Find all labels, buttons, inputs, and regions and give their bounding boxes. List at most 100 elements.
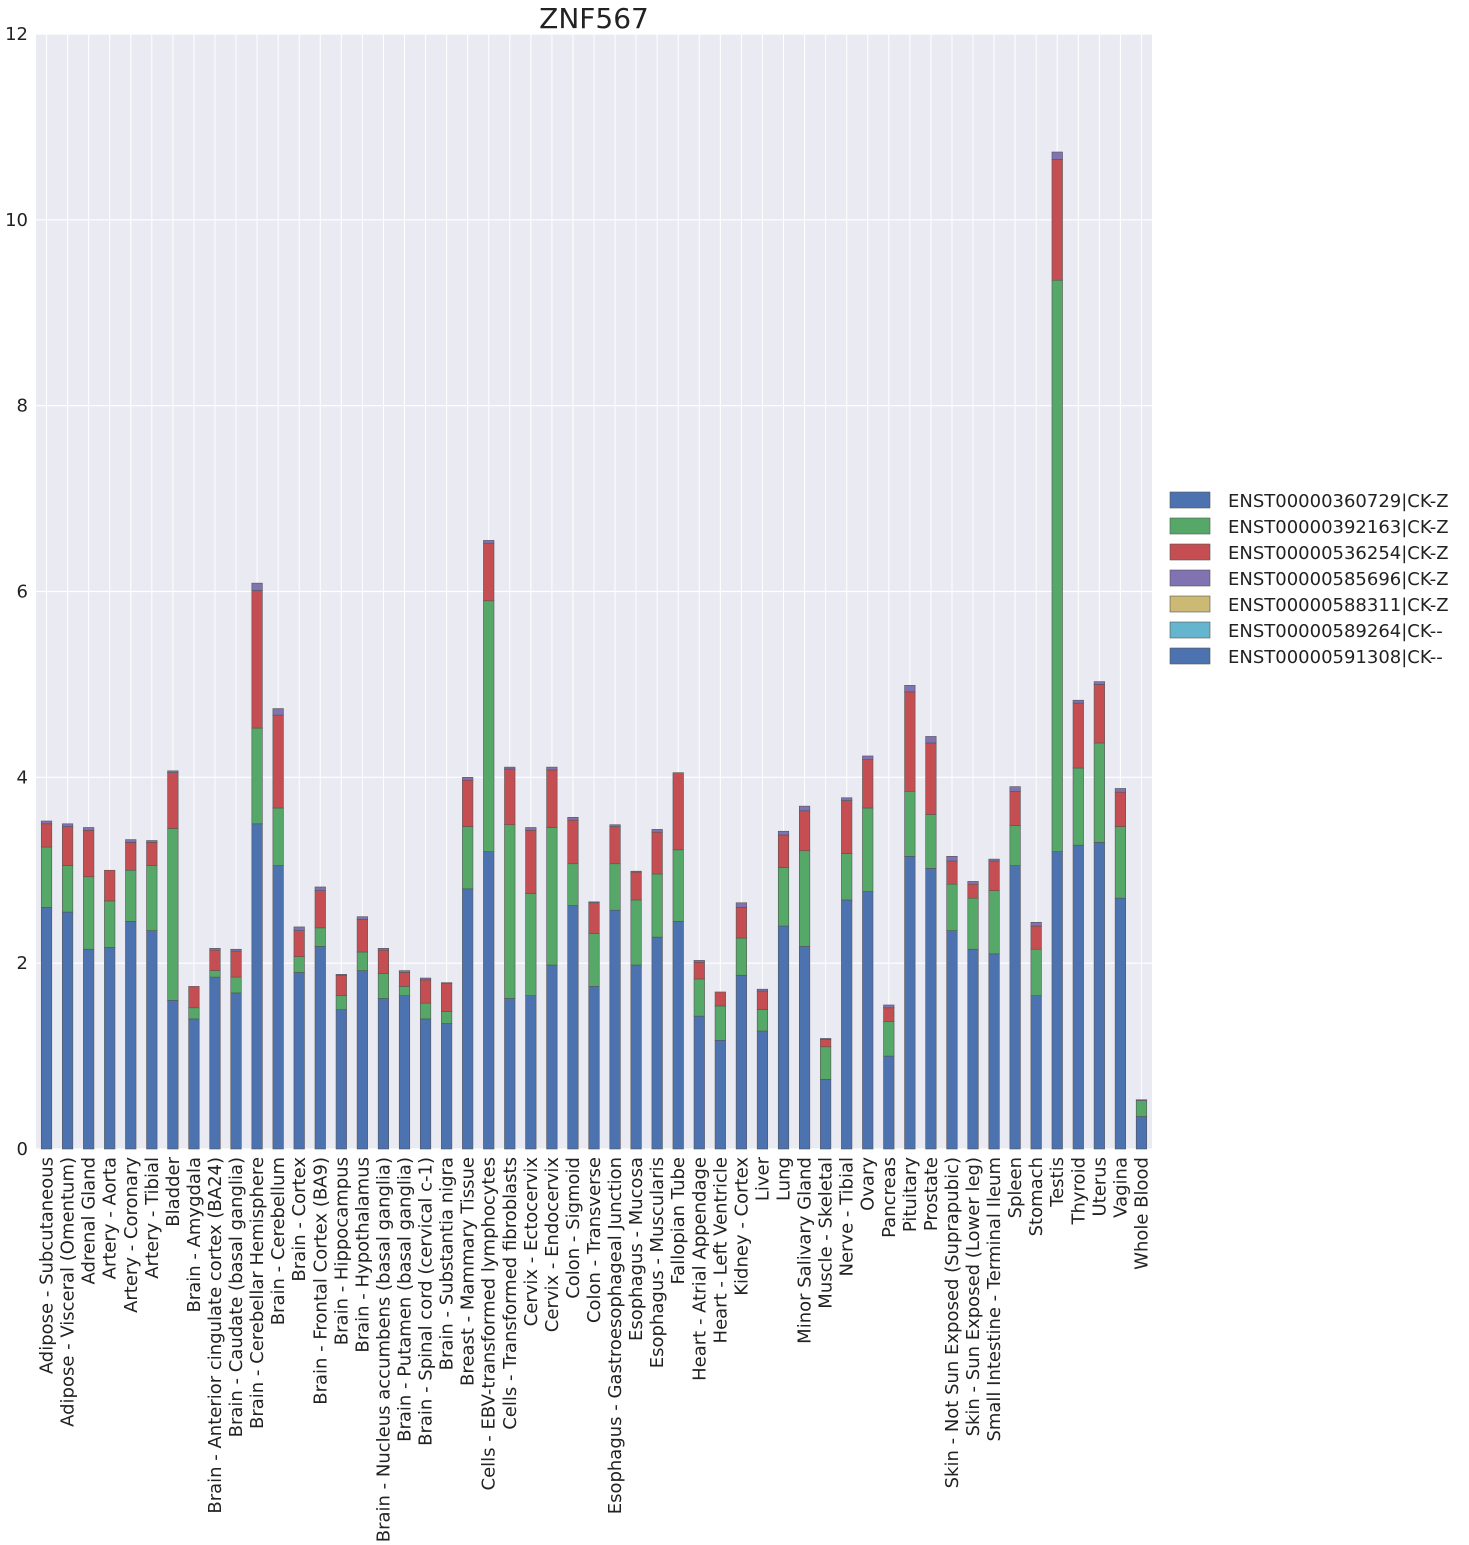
bar-segment-2[interactable]	[714, 1005, 726, 1041]
bar-segment-1[interactable]	[988, 953, 1000, 1150]
bar-segment-4[interactable]	[967, 881, 979, 885]
bar-segment-4[interactable]	[1051, 151, 1063, 160]
bar-segment-2[interactable]	[356, 951, 368, 971]
bar-segment-2[interactable]	[777, 867, 790, 927]
bar-segment-1[interactable]	[1093, 842, 1105, 1150]
bar-segment-4[interactable]	[1114, 788, 1126, 793]
bar-segment-1[interactable]	[798, 946, 811, 1150]
bar-segment-3[interactable]	[714, 991, 726, 1007]
bar-segment-3[interactable]	[567, 819, 579, 865]
bar-segment-2[interactable]	[441, 1011, 453, 1024]
bar-segment-4[interactable]	[525, 827, 537, 831]
bar-segment-3[interactable]	[83, 829, 95, 878]
bar-segment-1[interactable]	[735, 974, 747, 1150]
bar-segment-2[interactable]	[967, 897, 979, 950]
bar-segment-2[interactable]	[946, 883, 958, 931]
bar-segment-3[interactable]	[630, 871, 642, 901]
bar-segment-2[interactable]	[525, 893, 537, 996]
bar-segment-4[interactable]	[862, 755, 874, 760]
bar-segment-3[interactable]	[314, 890, 326, 929]
legend[interactable]: ENST00000360729|CK-Z ENST00000392163|CK-Z…	[1169, 491, 1449, 668]
bar-segment-4[interactable]	[40, 820, 53, 825]
bar-segment-3[interactable]	[1009, 790, 1021, 826]
bar-segment-1[interactable]	[230, 992, 242, 1150]
bar-segment-1[interactable]	[567, 905, 579, 1150]
bar-segment-1[interactable]	[314, 946, 326, 1150]
bar-segment-3[interactable]	[841, 800, 853, 854]
bar-segment-3[interactable]	[1093, 684, 1105, 744]
bar-segment-1[interactable]	[335, 1009, 347, 1150]
bar-segment-1[interactable]	[167, 1000, 179, 1150]
bar-segment-1[interactable]	[441, 1023, 453, 1150]
bar-segment-4[interactable]	[630, 870, 642, 873]
bar-segment-4[interactable]	[756, 988, 769, 992]
bar-segment-4[interactable]	[546, 766, 558, 771]
bar-segment-2[interactable]	[62, 865, 74, 913]
bar-segment-4[interactable]	[693, 960, 705, 963]
bar-segment-2[interactable]	[1072, 767, 1084, 846]
bar-segment-1[interactable]	[925, 868, 937, 1150]
bar-segment-2[interactable]	[904, 790, 916, 857]
bar-segment-2[interactable]	[588, 933, 600, 987]
bar-segment-2[interactable]	[1051, 279, 1063, 852]
bar-segment-1[interactable]	[1135, 1116, 1148, 1150]
bar-segment-4[interactable]	[293, 926, 305, 931]
bar-segment-2[interactable]	[672, 849, 684, 922]
bar-segment-2[interactable]	[104, 900, 116, 948]
bar-segment-4[interactable]	[209, 947, 221, 951]
bar-segment-2[interactable]	[1114, 826, 1126, 899]
bar-segment-3[interactable]	[293, 930, 305, 957]
bar-segment-2[interactable]	[125, 869, 137, 922]
bar-segment-3[interactable]	[1030, 925, 1042, 950]
bar-segment-1[interactable]	[630, 964, 642, 1150]
bar-segment-1[interactable]	[1114, 897, 1126, 1150]
bar-segment-3[interactable]	[1072, 702, 1084, 769]
bar-segment-1[interactable]	[1009, 865, 1021, 1150]
bar-segment-3[interactable]	[967, 883, 979, 899]
bar-segment-4[interactable]	[398, 970, 411, 973]
bar-segment-3[interactable]	[588, 902, 600, 934]
bar-segment-1[interactable]	[188, 1018, 200, 1150]
bar-segment-1[interactable]	[609, 909, 621, 1150]
bar-segment-4[interactable]	[167, 770, 179, 773]
bar-segment-3[interactable]	[146, 842, 158, 866]
bar-segment-3[interactable]	[335, 974, 347, 996]
bar-segment-2[interactable]	[1093, 742, 1105, 843]
bar-segment-3[interactable]	[167, 772, 179, 829]
bar-segment-2[interactable]	[83, 876, 95, 950]
bar-segment-3[interactable]	[777, 834, 790, 868]
bar-segment-1[interactable]	[883, 1055, 895, 1150]
bar-segment-1[interactable]	[672, 921, 684, 1150]
bar-segment-1[interactable]	[777, 925, 790, 1150]
bar-segment-4[interactable]	[483, 540, 495, 544]
bar-segment-4[interactable]	[735, 902, 747, 908]
bar-segment-2[interactable]	[883, 1021, 895, 1057]
bar-segment-2[interactable]	[567, 863, 579, 906]
bar-segment-4[interactable]	[798, 805, 811, 812]
bar-segment-4[interactable]	[988, 858, 1000, 862]
bar-segment-2[interactable]	[504, 824, 516, 999]
bar-segment-4[interactable]	[272, 708, 284, 716]
bar-segment-3[interactable]	[462, 779, 474, 827]
bar-segment-1[interactable]	[146, 930, 158, 1150]
bar-segment-1[interactable]	[419, 1018, 432, 1150]
bar-segment-3[interactable]	[651, 831, 663, 875]
bar-segment-4[interactable]	[1135, 1099, 1148, 1101]
bar-segment-1[interactable]	[693, 1015, 705, 1150]
bar-segment-4[interactable]	[567, 816, 579, 821]
bar-segment-2[interactable]	[483, 600, 495, 852]
bar-segment-3[interactable]	[1114, 791, 1126, 827]
bar-segment-3[interactable]	[925, 742, 937, 815]
bar-segment-3[interactable]	[904, 691, 916, 792]
bar-segment-2[interactable]	[735, 937, 747, 976]
bar-segment-4[interactable]	[925, 736, 937, 744]
bar-segment-1[interactable]	[62, 911, 74, 1150]
bar-segment-3[interactable]	[419, 979, 432, 1004]
bar-segment-1[interactable]	[862, 891, 874, 1150]
bar-segment-3[interactable]	[988, 860, 1000, 891]
bar-segment-3[interactable]	[946, 860, 958, 885]
bar-segment-4[interactable]	[441, 982, 453, 984]
bar-segment-1[interactable]	[714, 1039, 726, 1150]
bar-segment-3[interactable]	[609, 826, 621, 865]
bar-segment-4[interactable]	[1093, 681, 1105, 685]
